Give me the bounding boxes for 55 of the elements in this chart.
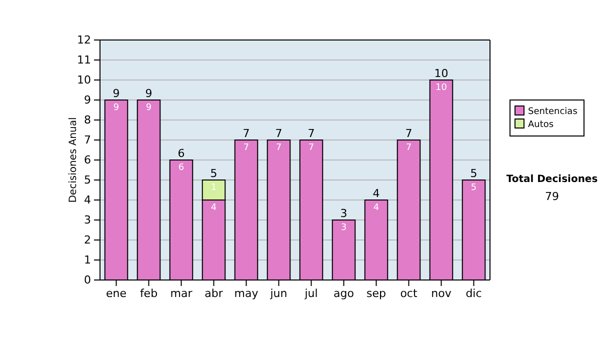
y-tick-label: 5 [84,174,91,187]
x-tick-label: oct [400,286,418,300]
data-label: 4 [373,203,380,213]
data-label: 3 [340,223,347,233]
y-tick-label: 11 [77,54,91,67]
total-label: 10 [434,67,448,80]
data-label: 5 [470,183,477,193]
y-tick-label: 7 [84,134,91,147]
total-label: 7 [308,127,315,140]
total-label: 5 [470,167,478,180]
x-tick-label: jul [304,286,318,300]
total-label: 7 [242,127,250,140]
y-tick-label: 3 [84,214,91,227]
data-label: 4 [210,203,217,213]
x-tick-label: dic [466,286,482,300]
y-tick-label: 1 [84,254,91,267]
x-tick-label: jun [269,286,288,300]
data-label: 6 [178,163,184,173]
total-label: 3 [340,207,348,220]
data-label: 7 [276,143,282,153]
total-label: 7 [405,127,412,140]
legend-label: Sentencias [528,107,578,117]
legend-label: Autos [528,120,554,130]
y-axis-title: Decisiones Anual [68,117,79,203]
text: Total Decisiones [506,174,598,185]
data-label: 9 [146,103,152,113]
x-tick-label: may [234,286,259,300]
data-label: 9 [113,103,120,113]
x-tick-label: mar [170,286,193,300]
data-label: 1 [210,183,217,193]
data-label: 7 [406,143,412,153]
x-tick-label: sep [366,286,386,300]
y-tick-label: 9 [84,94,91,107]
text: 79 [545,190,559,203]
total-label: 4 [372,187,380,200]
x-tick-label: ene [106,286,127,300]
data-label: 7 [308,143,314,153]
total-label: 9 [112,87,120,100]
y-tick-label: 0 [84,274,91,287]
y-tick-label: 8 [84,114,91,127]
x-tick-label: ago [334,286,354,300]
y-tick-label: 2 [84,234,91,247]
x-tick-label: nov [431,286,452,300]
total-label: 9 [145,87,152,100]
total-label: 7 [275,127,282,140]
total-label: 6 [178,147,185,160]
y-tick-label: 4 [84,194,91,207]
y-tick-label: 6 [84,154,91,167]
y-tick-label: 10 [77,74,91,87]
total-label: 5 [210,167,218,180]
data-label: 7 [243,143,250,153]
y-tick-label: 12 [77,34,91,47]
data-label: 10 [436,83,448,93]
x-tick-label: abr [204,286,224,300]
x-tick-label: feb [140,286,158,300]
